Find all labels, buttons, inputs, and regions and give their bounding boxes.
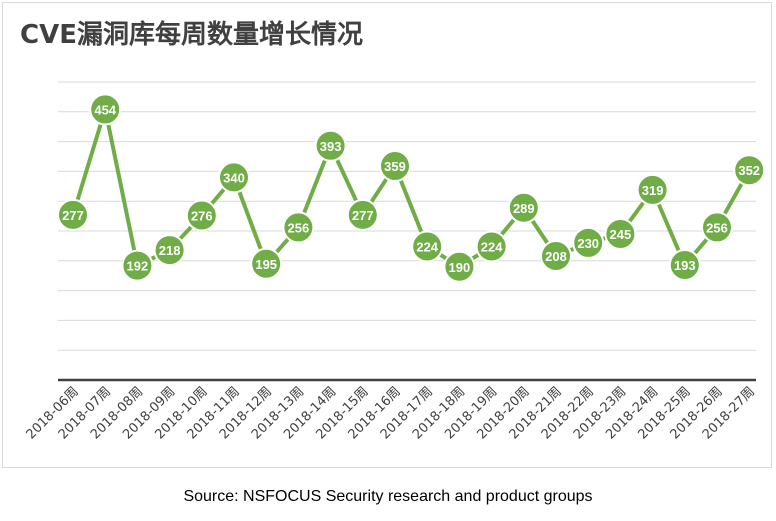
data-point: [604, 217, 637, 250]
data-label: 195: [255, 257, 277, 272]
data-point: [475, 230, 508, 263]
source-caption: Source: NSFOCUS Security research and pr…: [183, 488, 593, 505]
data-point: [507, 191, 540, 224]
data-point: [153, 234, 186, 267]
data-label: 208: [545, 249, 567, 264]
data-label: 256: [706, 220, 728, 235]
data-label: 218: [159, 243, 181, 258]
data-point: [379, 150, 411, 183]
data-point: [314, 129, 347, 162]
data-label: 340: [223, 170, 245, 185]
data-label: 319: [642, 183, 664, 198]
data-point: [185, 199, 218, 232]
data-point: [540, 240, 572, 273]
data-point: [121, 249, 154, 282]
data-label: 193: [674, 258, 696, 273]
data-point: [282, 211, 315, 244]
series-line: [71, 107, 751, 269]
data-point: [668, 248, 701, 281]
data-label: 352: [738, 163, 760, 178]
data-label: 289: [513, 201, 535, 216]
data-label: 256: [288, 220, 310, 235]
data-label: 245: [610, 227, 632, 242]
data-label: 393: [320, 139, 342, 154]
chart-title: CVE漏洞库每周数量增长情况: [20, 20, 363, 50]
data-point: [218, 161, 250, 194]
data-label: 190: [449, 260, 471, 275]
data-label: 224: [416, 239, 438, 254]
line-chart: 2018-06周2018-07周2018-08周2018-09周2018-10周…: [24, 81, 766, 442]
data-point: [636, 173, 669, 206]
data-label: 224: [481, 239, 503, 254]
data-point: [89, 93, 122, 126]
data-point: [411, 230, 444, 263]
data-label: 230: [577, 236, 599, 251]
data-point: [346, 198, 379, 231]
data-point: [701, 211, 733, 244]
data-point: [572, 226, 605, 259]
data-label: 359: [384, 159, 406, 174]
data-label: 276: [191, 209, 213, 224]
data-point: [250, 247, 283, 280]
data-label: 192: [127, 259, 149, 274]
data-label: 454: [94, 102, 116, 117]
data-point: [733, 154, 766, 187]
data-point: [443, 250, 476, 283]
data-label: 277: [352, 208, 374, 223]
data-point: [57, 198, 89, 231]
data-label: 277: [62, 208, 84, 223]
